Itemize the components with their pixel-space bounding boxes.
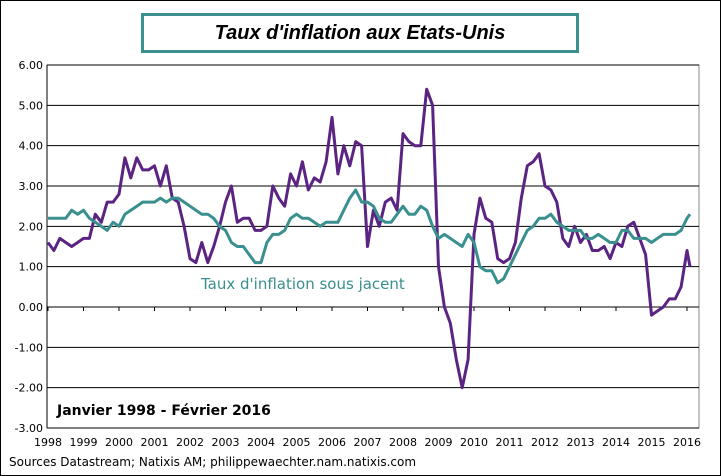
x-tick-label: 2008 — [389, 436, 417, 449]
y-tick-label: 2.00 — [19, 220, 44, 233]
x-tick-label: 2013 — [567, 436, 595, 449]
x-tick-label: 2011 — [496, 436, 524, 449]
chart-title-box: Taux d'inflation aux Etats-Unis — [141, 13, 579, 53]
period-label: Janvier 1998 - Février 2016 — [57, 403, 271, 419]
y-tick-label: 1.00 — [19, 261, 44, 274]
x-tick-label: 2012 — [531, 436, 559, 449]
y-tick-label: -2.00 — [15, 382, 43, 395]
x-tick-label: 1998 — [34, 436, 62, 449]
x-tick-label: 2014 — [602, 436, 630, 449]
x-tick-label: 2006 — [318, 436, 346, 449]
plot-area — [46, 64, 700, 429]
x-tick-label: 2001 — [141, 436, 169, 449]
x-tick-label: 2000 — [105, 436, 133, 449]
y-tick-label: 0.00 — [19, 301, 44, 314]
x-tick-label: 2009 — [425, 436, 453, 449]
y-tick-label: 5.00 — [19, 99, 44, 112]
x-tick-label: 2004 — [247, 436, 275, 449]
x-tick-label: 2007 — [354, 436, 382, 449]
x-tick-label: 2010 — [460, 436, 488, 449]
x-tick-label: 2015 — [638, 436, 666, 449]
x-tick-label: 2016 — [673, 436, 701, 449]
y-tick-label: 6.00 — [19, 59, 44, 72]
x-tick-label: 2005 — [283, 436, 311, 449]
x-tick-label: 2002 — [176, 436, 204, 449]
y-tick-label: 3.00 — [19, 180, 44, 193]
y-tick-label: 4.00 — [19, 140, 44, 153]
series-line-core — [48, 188, 692, 285]
chart-title: Taux d'inflation aux Etats-Unis — [214, 21, 506, 44]
y-tick-label: -1.00 — [15, 341, 43, 354]
x-tick-label: 1999 — [70, 436, 98, 449]
y-tick-label: -3.00 — [15, 422, 43, 435]
series-label-core: Taux d'inflation sous jacent — [201, 275, 405, 293]
source-note: Sources Datastream; Natixis AM; philippe… — [9, 455, 417, 469]
x-tick-label: 2003 — [212, 436, 240, 449]
